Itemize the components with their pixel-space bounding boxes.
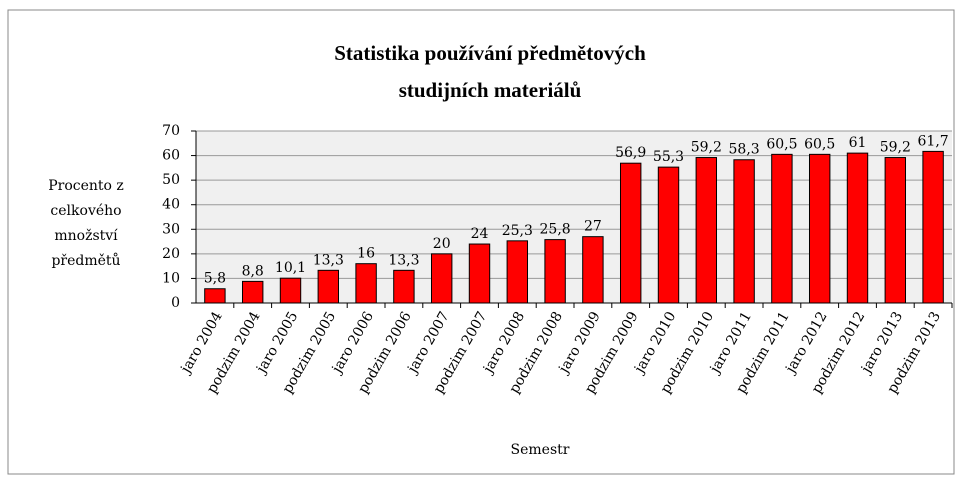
data-label: 8,8 — [242, 263, 264, 279]
bar — [657, 166, 680, 304]
bar — [846, 152, 869, 304]
data-label: 13,3 — [388, 252, 419, 268]
bar — [771, 153, 793, 304]
bar — [619, 162, 642, 304]
data-label: 55,3 — [653, 149, 684, 165]
bar — [506, 240, 529, 304]
data-label: 25,8 — [540, 222, 571, 238]
data-label: 58,3 — [729, 142, 760, 158]
data-label: 59,2 — [691, 140, 722, 156]
plot-area — [196, 131, 952, 303]
y-tick-label: 30 — [162, 221, 180, 237]
data-label: 13,3 — [313, 252, 344, 268]
bar — [884, 157, 907, 304]
y-tick-label: 60 — [162, 148, 180, 164]
chart-title: studijních materiálů — [399, 78, 582, 102]
y-tick-label: 20 — [162, 246, 180, 262]
y-tick-label: 70 — [162, 123, 180, 139]
bar — [544, 239, 566, 304]
data-label: 25,3 — [502, 223, 533, 239]
y-axis-label: množství — [54, 228, 118, 244]
data-label: 10,1 — [275, 260, 306, 276]
data-label: 24 — [471, 226, 489, 242]
chart-title: Statistika používání předmětových — [334, 41, 646, 65]
data-label: 16 — [357, 246, 375, 262]
data-label: 61 — [849, 135, 867, 151]
y-tick-label: 50 — [162, 172, 180, 188]
bar — [355, 263, 377, 304]
bar — [922, 150, 944, 304]
y-axis-label: předmětů — [51, 252, 120, 269]
bar — [695, 157, 718, 304]
bar — [393, 269, 415, 304]
data-label: 56,9 — [615, 145, 646, 161]
data-label: 27 — [584, 219, 602, 235]
bar — [733, 159, 755, 304]
data-label: 59,2 — [880, 140, 911, 156]
y-tick-label: 0 — [171, 295, 180, 311]
x-axis-label: Semestr — [511, 442, 570, 458]
data-label: 61,7 — [918, 133, 949, 149]
bar — [279, 277, 302, 304]
bar — [204, 288, 226, 304]
bar — [241, 280, 264, 304]
y-tick-label: 40 — [162, 197, 180, 213]
y-tick-label: 10 — [162, 270, 180, 286]
data-label: 60,5 — [766, 136, 797, 152]
data-label: 5,8 — [204, 271, 226, 287]
bar — [468, 243, 491, 304]
bar — [582, 236, 604, 304]
bar — [430, 253, 453, 304]
data-label: 60,5 — [804, 136, 835, 152]
y-axis-label: Procento z — [48, 178, 124, 194]
y-axis-label: celkového — [50, 203, 121, 219]
data-label: 20 — [433, 236, 451, 252]
bar — [808, 153, 831, 304]
bar — [317, 269, 340, 304]
